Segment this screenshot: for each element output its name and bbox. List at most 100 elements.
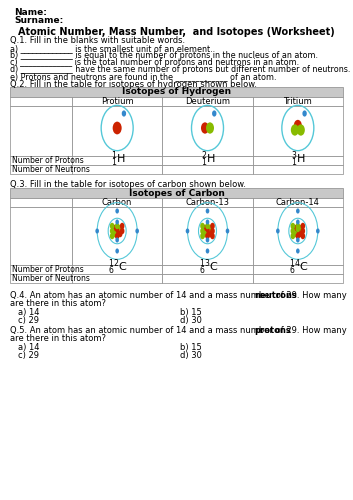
Circle shape: [115, 238, 119, 242]
Bar: [162, 97, 253, 106]
Circle shape: [95, 228, 99, 234]
Bar: [253, 156, 343, 165]
Text: d) _____________ have the same number of protons but different number of neutron: d) _____________ have the same number of…: [10, 65, 351, 74]
Text: $^{14}_{6}$C: $^{14}_{6}$C: [289, 257, 309, 276]
Circle shape: [295, 228, 300, 234]
Text: Tritium: Tritium: [283, 97, 312, 106]
Circle shape: [205, 232, 210, 239]
Text: Atomic Number, Mass Number,  and Isotopes (Worksheet): Atomic Number, Mass Number, and Isotopes…: [18, 27, 335, 37]
Text: a) _____________ is the smallest unit of an element.: a) _____________ is the smallest unit of…: [10, 44, 213, 53]
Circle shape: [201, 122, 209, 134]
Circle shape: [291, 228, 295, 234]
Circle shape: [135, 228, 139, 234]
Bar: [253, 106, 343, 156]
Circle shape: [291, 222, 295, 230]
Circle shape: [200, 228, 205, 234]
Text: Number of Protons: Number of Protons: [12, 265, 84, 274]
Circle shape: [186, 228, 189, 234]
Text: Name:: Name:: [14, 8, 47, 17]
Circle shape: [120, 228, 125, 234]
Circle shape: [293, 230, 297, 237]
Bar: [162, 265, 253, 274]
Text: Number of Neutrons: Number of Neutrons: [12, 165, 90, 174]
Circle shape: [295, 222, 300, 230]
Text: Number of Neutrons: Number of Neutrons: [12, 274, 90, 283]
Circle shape: [300, 228, 305, 234]
Bar: [10, 87, 343, 97]
Text: $^{13}_{6}$C: $^{13}_{6}$C: [199, 257, 218, 276]
Circle shape: [113, 122, 122, 134]
Circle shape: [300, 222, 305, 230]
Circle shape: [206, 238, 209, 242]
Bar: [162, 165, 253, 174]
Bar: [10, 165, 72, 174]
Bar: [162, 207, 253, 265]
Circle shape: [210, 222, 215, 230]
Circle shape: [295, 226, 300, 232]
Circle shape: [296, 238, 300, 242]
Circle shape: [115, 220, 119, 224]
Circle shape: [110, 222, 114, 230]
Circle shape: [208, 230, 213, 237]
Text: protons: protons: [254, 326, 291, 335]
Bar: [72, 207, 162, 265]
Text: neutrons: neutrons: [254, 291, 297, 300]
Bar: [10, 265, 72, 274]
Circle shape: [110, 232, 114, 239]
Circle shape: [299, 224, 303, 232]
Text: Q.2. Fill in the table for isotopes of hydrogen shown below.: Q.2. Fill in the table for isotopes of h…: [10, 80, 257, 89]
Circle shape: [118, 230, 122, 237]
Circle shape: [115, 228, 119, 234]
Text: Deuterium: Deuterium: [185, 97, 230, 106]
Bar: [162, 274, 253, 283]
Circle shape: [300, 232, 305, 239]
Circle shape: [112, 230, 116, 237]
Circle shape: [200, 232, 205, 239]
Bar: [162, 156, 253, 165]
Bar: [253, 198, 343, 207]
Circle shape: [210, 228, 215, 234]
Bar: [253, 265, 343, 274]
Circle shape: [112, 224, 116, 232]
Text: b) 15: b) 15: [180, 308, 202, 317]
Circle shape: [294, 120, 302, 131]
Circle shape: [202, 230, 207, 237]
Bar: [72, 97, 162, 106]
Bar: [72, 165, 162, 174]
Bar: [10, 156, 72, 165]
Text: Surname:: Surname:: [14, 16, 63, 25]
Text: are there in this atom?: are there in this atom?: [10, 299, 106, 308]
Circle shape: [296, 248, 300, 254]
Circle shape: [205, 222, 210, 230]
Circle shape: [115, 208, 119, 214]
Circle shape: [291, 124, 299, 136]
Bar: [72, 274, 162, 283]
Text: b) 15: b) 15: [180, 343, 202, 352]
Bar: [162, 198, 253, 207]
Text: Carbon-13: Carbon-13: [185, 198, 229, 207]
Bar: [253, 97, 343, 106]
Text: Carbon: Carbon: [102, 198, 132, 207]
Circle shape: [110, 228, 114, 234]
Circle shape: [303, 110, 307, 116]
Circle shape: [122, 110, 126, 116]
Circle shape: [210, 232, 215, 239]
Circle shape: [276, 228, 280, 234]
Circle shape: [206, 248, 209, 254]
Text: Q.4. An atom has an atomic number of 14 and a mass number of 29. How many: Q.4. An atom has an atomic number of 14 …: [10, 291, 349, 300]
Bar: [10, 106, 72, 156]
Text: Isotopes of Carbon: Isotopes of Carbon: [128, 188, 225, 198]
Bar: [162, 106, 253, 156]
Circle shape: [202, 224, 207, 232]
Circle shape: [293, 224, 297, 232]
Circle shape: [206, 208, 209, 214]
Circle shape: [118, 224, 122, 232]
Circle shape: [299, 230, 303, 237]
Circle shape: [205, 228, 210, 234]
Circle shape: [115, 232, 119, 239]
Bar: [10, 274, 72, 283]
Text: $^{12}_{6}$C: $^{12}_{6}$C: [108, 257, 128, 276]
Circle shape: [115, 248, 119, 254]
Bar: [10, 207, 72, 265]
Bar: [72, 106, 162, 156]
